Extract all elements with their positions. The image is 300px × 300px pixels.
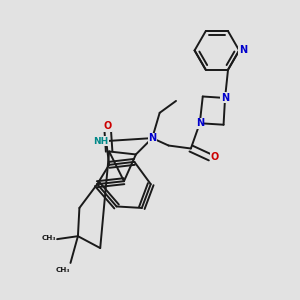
Text: N: N <box>148 133 156 143</box>
Text: N: N <box>196 118 204 128</box>
Text: N: N <box>221 93 229 103</box>
Text: CH₃: CH₃ <box>41 235 56 241</box>
Text: CH₃: CH₃ <box>56 267 70 273</box>
Text: O: O <box>103 121 112 131</box>
Text: NH: NH <box>93 136 108 146</box>
Text: O: O <box>211 152 219 162</box>
Text: N: N <box>239 45 247 56</box>
